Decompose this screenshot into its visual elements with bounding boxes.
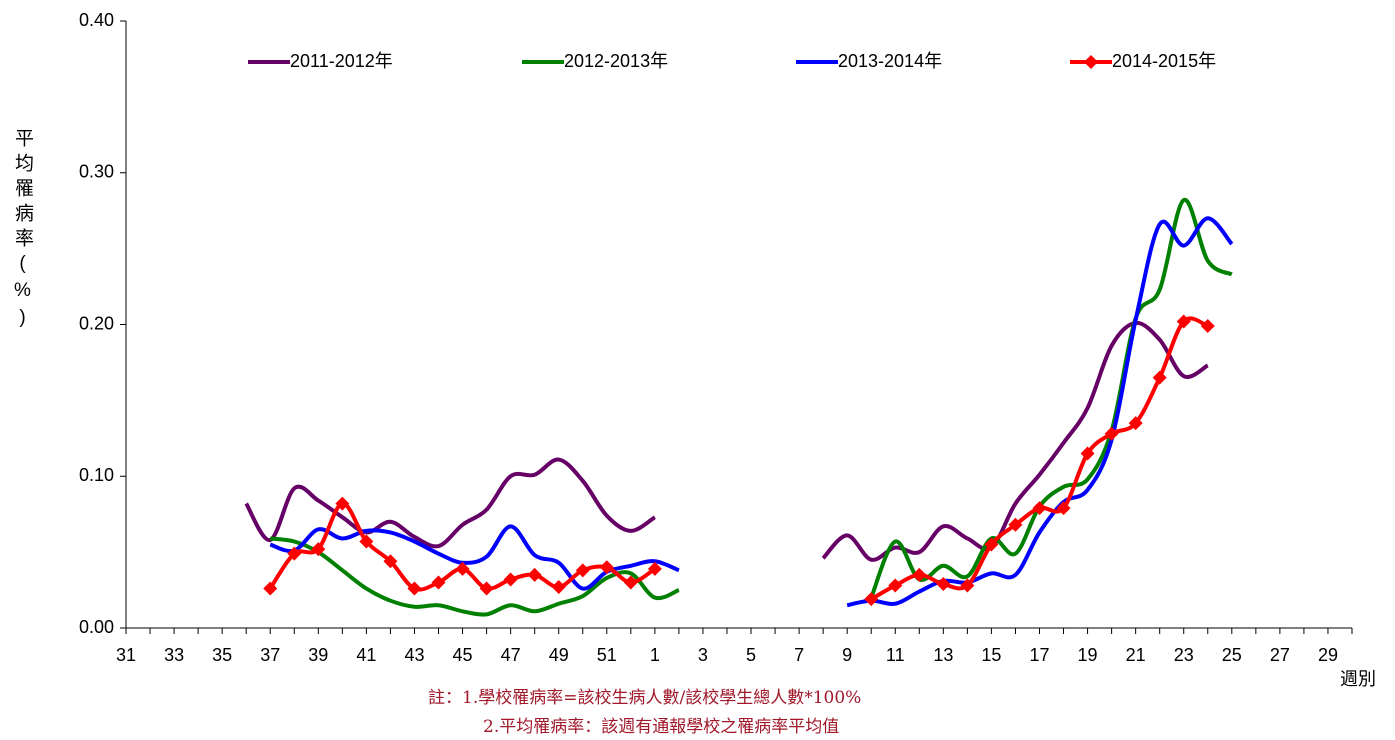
x-tick-label: 33 — [164, 645, 184, 665]
legend-label: 2013-2014年 — [838, 51, 942, 71]
series-line — [268, 316, 1209, 601]
legend-label: 2012-2013年 — [564, 51, 668, 71]
point — [984, 537, 999, 552]
point — [503, 572, 518, 587]
x-tick-label: 3 — [698, 645, 708, 665]
legend-label: 2011-2012年 — [290, 51, 393, 71]
point — [575, 563, 590, 578]
point — [1056, 501, 1071, 516]
y-axis-title: 平均罹病率(%) — [12, 128, 33, 334]
point — [599, 560, 614, 575]
x-tick-label: 39 — [308, 645, 328, 665]
point — [1032, 501, 1047, 516]
x-tick-label: 11 — [886, 645, 905, 665]
point — [1080, 446, 1095, 461]
x-tick-label: 31 — [116, 645, 136, 665]
point — [864, 592, 879, 607]
x-tick-label: 15 — [981, 645, 1001, 665]
point — [1152, 370, 1167, 385]
point — [311, 542, 326, 557]
x-tick-label: 29 — [1318, 645, 1338, 665]
point — [1008, 517, 1023, 532]
x-tick-label: 41 — [356, 645, 376, 665]
point — [527, 567, 542, 582]
point — [1176, 314, 1191, 329]
y-tick-label: 0.20 — [79, 313, 114, 333]
x-tick-label: 37 — [260, 645, 280, 665]
point — [287, 546, 302, 561]
point — [431, 575, 446, 590]
point — [912, 567, 927, 582]
legend-marker — [1084, 55, 1098, 69]
note: 註：1.學校罹病率=該校生病人數/該校學生總人數*100% — [428, 688, 862, 708]
y-tick-label: 0.30 — [79, 162, 114, 182]
x-tick-label: 17 — [1029, 645, 1049, 665]
x-tick-label: 25 — [1222, 645, 1242, 665]
point — [359, 534, 374, 549]
point — [623, 575, 638, 590]
point — [1200, 319, 1215, 334]
point — [1104, 426, 1119, 441]
x-tick-label: 45 — [453, 645, 473, 665]
x-tick-label: 7 — [794, 645, 804, 665]
series-line — [244, 320, 1209, 562]
point — [960, 578, 975, 593]
point — [407, 581, 422, 596]
x-tick-label: 19 — [1078, 645, 1098, 665]
x-axis-title: 週別 — [1340, 669, 1376, 689]
point — [647, 561, 662, 576]
x-tick-label: 47 — [501, 645, 521, 665]
y-tick-label: 0.40 — [79, 10, 114, 30]
point — [263, 581, 278, 596]
x-tick-label: 9 — [842, 645, 852, 665]
point — [936, 576, 951, 591]
x-tick-label: 23 — [1174, 645, 1194, 665]
y-tick-label: 0.00 — [79, 617, 114, 637]
point — [888, 578, 903, 593]
point — [479, 581, 494, 596]
series-line — [269, 198, 1233, 617]
x-tick-label: 35 — [212, 645, 232, 665]
point — [455, 561, 470, 576]
x-tick-label: 1 — [650, 645, 660, 665]
x-tick-label: 49 — [549, 645, 569, 665]
x-tick-label: 13 — [933, 645, 953, 665]
point — [1128, 416, 1143, 431]
note: 2.平均罹病率：該週有通報學校之罹病率平均值 — [483, 717, 840, 737]
x-tick-label: 5 — [746, 645, 756, 665]
point — [551, 580, 566, 595]
x-tick-label: 27 — [1270, 645, 1290, 665]
x-tick-label: 43 — [404, 645, 424, 665]
x-tick-label: 21 — [1126, 645, 1146, 665]
point — [335, 496, 350, 511]
y-tick-label: 0.10 — [79, 465, 114, 485]
legend-label: 2014-2015年 — [1112, 51, 1216, 71]
x-tick-label: 51 — [597, 645, 617, 665]
point — [383, 554, 398, 569]
